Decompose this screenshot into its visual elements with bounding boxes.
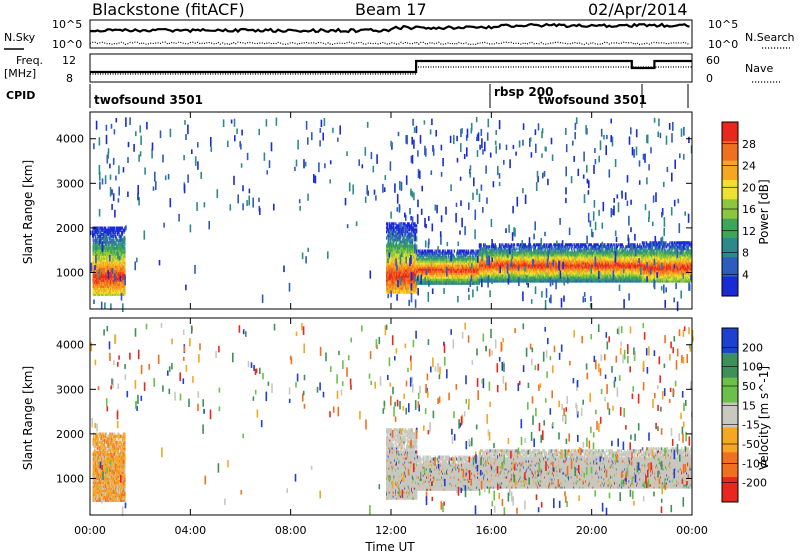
colorbar-tick-label: -200 xyxy=(742,477,767,490)
time-x-axis: 00:00 04:00 08:00 12:00 16:00 20:00 00:00 xyxy=(74,112,708,537)
colorbar-tick-label: 16 xyxy=(742,203,756,216)
colorbar-swatch xyxy=(722,402,738,428)
freq-tick-bottom: 8 xyxy=(66,72,73,85)
colorbar-swatch xyxy=(722,238,738,258)
y-tick-label: 1000 xyxy=(56,472,84,485)
colorbar-tick-label: 15 xyxy=(742,399,756,412)
colorbar-tick-label: 20 xyxy=(742,181,756,194)
colorbar-tick-label: -100 xyxy=(742,457,767,470)
x-tick-label: 00:00 xyxy=(74,524,106,537)
power-scatter-cells xyxy=(90,117,693,312)
velocity-panel: 1000 2000 3000 4000 Slant Range [km] 200 100… xyxy=(21,317,771,517)
velocity-y-axis: 1000 2000 3000 4000 xyxy=(56,339,692,485)
y-tick-label: 4000 xyxy=(56,133,84,146)
cpid-segment-1: twofsound 3501 xyxy=(94,93,203,107)
colorbar-tick-label: -50 xyxy=(742,438,760,451)
colorbar-tick-label: 50 xyxy=(742,380,756,393)
count-tick-top-right: 10^5 xyxy=(708,18,738,31)
colorbar-tick-label: 8 xyxy=(742,247,749,260)
x-tick-label: 04:00 xyxy=(174,524,206,537)
x-axis-label: Time UT xyxy=(364,540,415,554)
colorbar-swatch xyxy=(722,122,738,142)
colorbar-tick-label: -15 xyxy=(742,419,760,432)
y-tick-label: 3000 xyxy=(56,177,84,190)
nsearch-series xyxy=(89,41,690,46)
radar-title: Blackstone (fitACF) xyxy=(92,0,245,19)
count-tick-bottom-right: 10^0 xyxy=(708,38,738,51)
colorbar-swatch xyxy=(722,328,738,354)
date-title: 02/Apr/2014 xyxy=(588,0,688,19)
velocity-scatter-cells xyxy=(90,322,694,517)
y-tick-label: 2000 xyxy=(56,222,84,235)
colorbar-swatch xyxy=(722,141,738,162)
colorbar-tick-label: 4 xyxy=(742,268,749,281)
nsearch-label: N.Search xyxy=(745,31,795,44)
cpid-label: CPID xyxy=(6,89,35,102)
freq-tick-top: 12 xyxy=(62,54,76,67)
colorbar-tick-label: 28 xyxy=(742,138,756,151)
cpid-segment-2: rbsp 200 xyxy=(494,85,553,99)
colorbar-tick-label: 100 xyxy=(742,361,763,374)
freq-panel: Freq. [MHz] 12 8 60 0 Nave xyxy=(4,53,780,85)
freq-label: Freq. xyxy=(16,54,43,67)
y-tick-label: 2000 xyxy=(56,428,84,441)
velocity-colorbar: 200 100 50 15 -15 -50 -100 -200 xyxy=(721,327,767,503)
colorbar-tick-label: 200 xyxy=(742,341,763,354)
velocity-colorbar-label: Velocity [m s^-1] xyxy=(757,366,771,470)
nave-label: Nave xyxy=(745,62,773,75)
cpid-panel: CPID twofsound 3501 rbsp 200 twofsound 3… xyxy=(6,84,689,108)
colorbar-swatch xyxy=(722,452,738,478)
count-tick-bottom: 10^0 xyxy=(52,38,82,51)
colorbar-swatch xyxy=(722,427,738,453)
colorbar-swatch xyxy=(722,352,738,379)
x-tick-label: 00:00 xyxy=(676,524,708,537)
nsky-label: N.Sky xyxy=(4,31,36,44)
colorbar-swatch xyxy=(722,377,738,404)
freq-unit: [MHz] xyxy=(4,67,36,80)
cpid-segment-3: twofsound 3501 xyxy=(538,93,647,107)
count-panel: N.Sky 10^5 10^0 10^5 10^0 N.Search xyxy=(4,18,795,51)
x-tick-label: 20:00 xyxy=(576,524,608,537)
power-panel: 1000 2000 3000 4000 Slant Range [km] 4 8 12 16… xyxy=(21,111,771,312)
colorbar-swatch xyxy=(722,218,738,239)
power-ylabel: Slant Range [km] xyxy=(21,160,35,264)
power-colorbar: 4 8 12 16 20 24 28 xyxy=(721,121,756,297)
y-tick-label: 1000 xyxy=(56,266,84,279)
colorbar-swatch xyxy=(722,257,738,278)
y-tick-label: 4000 xyxy=(56,339,84,352)
y-tick-label: 3000 xyxy=(56,383,84,396)
freq-series xyxy=(90,59,692,74)
nsky-series xyxy=(89,22,690,34)
colorbar-swatch xyxy=(722,160,738,181)
velocity-ylabel: Slant Range [km] xyxy=(21,366,35,470)
nave-series xyxy=(90,66,692,75)
count-tick-top: 10^5 xyxy=(52,18,82,31)
nave-tick-bottom: 0 xyxy=(706,72,713,85)
x-tick-label: 08:00 xyxy=(275,524,307,537)
x-tick-label: 16:00 xyxy=(475,524,507,537)
nave-tick-top: 60 xyxy=(706,54,720,67)
beam-title: Beam 17 xyxy=(355,0,427,19)
x-tick-label: 12:00 xyxy=(375,524,407,537)
colorbar-swatch xyxy=(722,477,738,503)
colorbar-tick-label: 12 xyxy=(742,225,756,238)
colorbar-tick-label: 24 xyxy=(742,160,756,173)
colorbar-swatch xyxy=(722,180,738,200)
power-colorbar-label: Power [dB] xyxy=(757,179,771,244)
colorbar-swatch xyxy=(722,276,738,297)
power-y-axis: 1000 2000 3000 4000 xyxy=(56,133,692,279)
